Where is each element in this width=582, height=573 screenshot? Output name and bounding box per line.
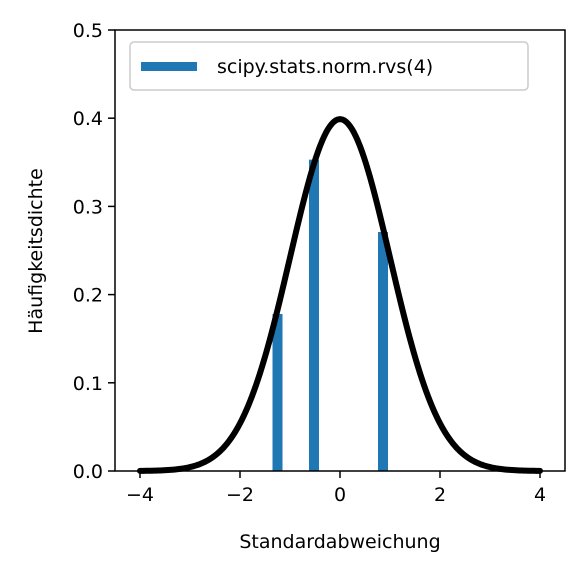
- bar-1: [272, 314, 283, 471]
- y-axis-label: Häufigkeitsdichte: [25, 168, 47, 334]
- x-axis-ticks: −4 −2 0 2 4: [126, 471, 546, 506]
- bar-2: [309, 159, 319, 472]
- x-tick-label: 0: [334, 484, 346, 506]
- x-axis-label: Standardabweichung: [239, 531, 440, 553]
- y-tick-label: 0.5: [73, 20, 103, 42]
- legend-box: [129, 41, 529, 91]
- x-tick-label: −2: [226, 484, 254, 506]
- x-tick-label: −4: [126, 484, 154, 506]
- y-tick-label: 0.0: [73, 461, 103, 483]
- y-tick-label: 0.2: [73, 285, 103, 307]
- x-tick-label: 2: [434, 484, 446, 506]
- legend: scipy.stats.norm.rvs(4): [129, 41, 529, 91]
- y-axis-ticks: 0.0 0.1 0.2 0.3 0.4 0.5: [73, 20, 115, 483]
- bar-series: [272, 159, 388, 472]
- legend-label: scipy.stats.norm.rvs(4): [217, 56, 433, 78]
- y-tick-label: 0.1: [73, 373, 103, 395]
- legend-swatch: [141, 62, 197, 71]
- x-tick-label: 4: [534, 484, 546, 506]
- y-tick-label: 0.3: [73, 196, 103, 218]
- plot-area: [115, 30, 565, 471]
- density-curve: [137, 116, 543, 474]
- bar-3: [378, 231, 388, 471]
- y-tick-label: 0.4: [73, 108, 103, 130]
